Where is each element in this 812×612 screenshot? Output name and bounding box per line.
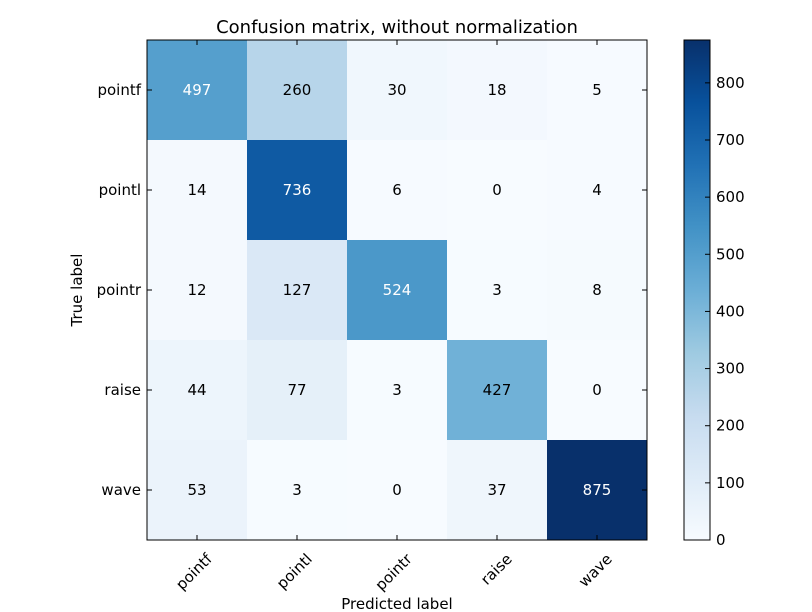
matrix-cell: [447, 140, 548, 241]
matrix-cell: [247, 240, 348, 341]
x-tick-label: pointl: [273, 550, 316, 593]
matrix-cell: [147, 140, 248, 241]
cell-value-label: 8: [592, 281, 602, 299]
x-tick-label: pointr: [372, 549, 417, 594]
colorbar-tick-label: 700: [716, 131, 745, 149]
cell-value-label: 6: [392, 181, 402, 199]
colorbar-tick-label: 800: [716, 74, 745, 92]
cell-value-label: 0: [592, 381, 602, 399]
cell-value-label: 30: [387, 81, 406, 99]
cell-value-label: 3: [492, 281, 502, 299]
chart-title: Confusion matrix, without normalization: [216, 17, 578, 38]
cell-value-label: 736: [283, 181, 312, 199]
matrix-cell: [547, 40, 648, 141]
heatmap-cells: 497 260 30 18 514 736 6 0 412 127 524 3 844 77 3 427 053…: [147, 40, 648, 541]
matrix-cell: [547, 140, 648, 241]
matrix-cell: [447, 240, 548, 341]
cell-value-label: 524: [383, 281, 412, 299]
matrix-cell: [147, 40, 248, 141]
matrix-cell: [347, 40, 448, 141]
cell-value-label: 53: [187, 481, 206, 499]
cell-value-label: 3: [392, 381, 402, 399]
cell-value-label: 427: [483, 381, 512, 399]
cell-value-label: 12: [187, 281, 206, 299]
y-tick-label: raise: [104, 381, 141, 399]
cell-value-label: 260: [283, 81, 312, 99]
cell-value-label: 4: [592, 181, 602, 199]
matrix-cell: [247, 440, 348, 541]
colorbar-tick-label: 100: [716, 474, 745, 492]
matrix-cell: [347, 140, 448, 241]
x-axis-label: Predicted label: [341, 595, 452, 612]
matrix-cell: [147, 240, 248, 341]
cell-value-label: 3: [292, 481, 302, 499]
cell-value-label: 0: [392, 481, 402, 499]
matrix-cell: [547, 440, 648, 541]
colorbar-tick-label: 500: [716, 245, 745, 263]
y-tick-label: wave: [101, 481, 141, 499]
cell-value-label: 14: [187, 181, 206, 199]
y-tick-label: pointr: [97, 281, 142, 299]
matrix-cell: [447, 440, 548, 541]
matrix-cell: [147, 340, 248, 441]
colorbar: [683, 39, 711, 541]
cell-value-label: 497: [183, 81, 212, 99]
x-tick-label: pointf: [172, 550, 216, 594]
matrix-cell: [347, 340, 448, 441]
matrix-cell: [147, 440, 248, 541]
colorbar-tick-label: 0: [716, 531, 726, 549]
cell-value-label: 37: [487, 481, 506, 499]
colorbar-tick-label: 600: [716, 188, 745, 206]
matrix-cell: [347, 240, 448, 341]
matrix-cell: [247, 40, 348, 141]
x-tick-label: wave: [575, 550, 616, 591]
matrix-cell: [547, 240, 648, 341]
colorbar-ticks: 0 100 200 300 400 500 600 700 800: [705, 74, 745, 549]
matrix-cell: [447, 340, 548, 441]
colorbar-tick-label: 200: [716, 417, 745, 435]
y-tick-label: pointf: [97, 81, 141, 99]
x-tick-label: raise: [477, 550, 516, 589]
colorbar-tick-label: 300: [716, 360, 745, 378]
cell-value-label: 5: [592, 81, 602, 99]
matrix-cell: [247, 340, 348, 441]
y-tick-label: pointl: [99, 181, 141, 199]
cell-value-label: 875: [583, 481, 612, 499]
colorbar-tick-label: 400: [716, 302, 745, 320]
cell-value-label: 77: [287, 381, 306, 399]
y-axis-label: True label: [68, 254, 86, 328]
matrix-cell: [347, 440, 448, 541]
cell-value-label: 0: [492, 181, 502, 199]
cell-value-label: 127: [283, 281, 312, 299]
cell-value-label: 18: [487, 81, 506, 99]
matrix-cell: [547, 340, 648, 441]
cell-value-label: 44: [187, 381, 206, 399]
matrix-cell: [247, 140, 348, 241]
matrix-cell: [447, 40, 548, 141]
